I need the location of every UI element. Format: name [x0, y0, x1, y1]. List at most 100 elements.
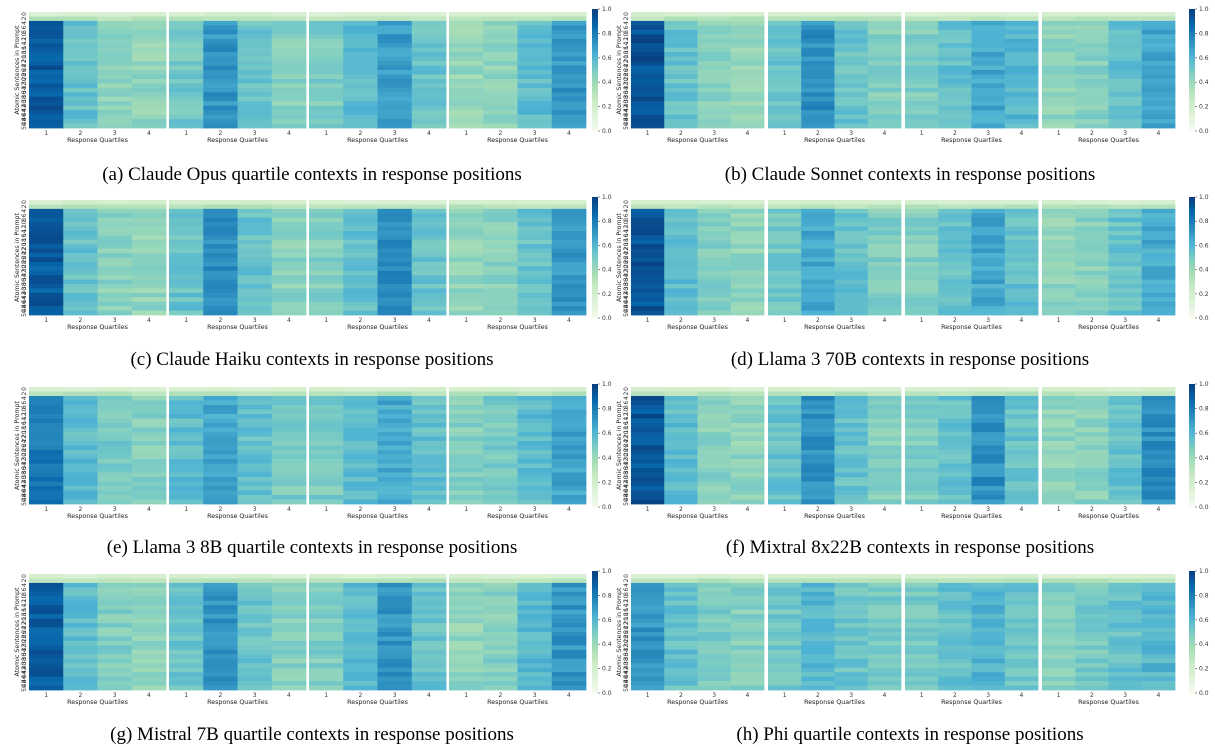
x-axis-label: Response Quartiles	[207, 699, 268, 706]
heatmap-cell	[867, 266, 902, 272]
heatmap-cell	[905, 636, 939, 642]
heatmap-cell	[97, 490, 133, 496]
colorbar-segment	[592, 439, 598, 442]
heatmap-cell	[1042, 600, 1076, 606]
heatmap-cell	[411, 230, 447, 236]
colorbar-segment	[1189, 126, 1195, 130]
heatmap-cell	[631, 486, 665, 491]
heatmap-cell	[63, 217, 98, 223]
colorbar-segment	[592, 474, 598, 477]
heatmap-cell	[97, 306, 133, 311]
x-tick-label: 1	[184, 692, 188, 699]
heatmap-cell	[517, 257, 553, 263]
heatmap-cell	[237, 78, 273, 84]
x-tick-label: 4	[882, 692, 886, 699]
heatmap-cell	[551, 427, 587, 433]
heatmap-cell	[867, 618, 902, 624]
heatmap-cell	[377, 56, 413, 62]
y-tick-label: 20	[21, 617, 28, 625]
heatmap-cell	[271, 16, 307, 22]
heatmap-cell	[867, 459, 902, 464]
heatmap-cell	[1042, 279, 1076, 285]
heatmap-cell	[1141, 574, 1176, 579]
heatmap-cell	[631, 239, 665, 245]
heatmap-cell	[411, 427, 447, 433]
heatmap-cell	[1141, 119, 1176, 124]
heatmap-cell	[203, 582, 238, 588]
heatmap-cell	[697, 681, 732, 686]
x-axis-label: Response Quartiles	[67, 699, 128, 706]
heatmap-cell	[237, 114, 273, 120]
heatmap-cell	[449, 110, 484, 116]
heatmap-cell	[631, 663, 665, 669]
heatmap-cell	[730, 578, 765, 584]
heatmap-cell	[1042, 445, 1076, 451]
heatmap-cell	[449, 244, 484, 250]
heatmap-cell	[97, 387, 133, 392]
heatmap-cell	[631, 396, 665, 401]
heatmap-cell	[867, 640, 902, 646]
heatmap-cell	[938, 52, 972, 58]
heatmap-cell	[97, 92, 133, 98]
colorbar-segment	[592, 263, 598, 266]
heatmap-cell	[343, 605, 378, 611]
heatmap-cell	[938, 486, 972, 491]
heatmap-cell	[1108, 649, 1143, 655]
heatmap-cell	[1042, 239, 1076, 245]
heatmap-cell	[203, 681, 238, 686]
heatmap-cell	[97, 472, 133, 478]
heatmap-cell	[1042, 486, 1076, 491]
heatmap-cell	[1042, 387, 1076, 392]
heatmap-cell	[237, 418, 273, 424]
heatmap-cell	[97, 645, 133, 651]
heatmap-cell	[449, 87, 484, 93]
colorbar-segment	[1189, 577, 1195, 580]
colorbar-segment	[1189, 33, 1195, 36]
heatmap-cell	[664, 217, 698, 223]
heatmap-cell	[97, 459, 133, 464]
heatmap-cell	[131, 65, 167, 71]
x-tick-label: 2	[1090, 506, 1094, 513]
x-tick-label: 2	[816, 506, 820, 513]
heatmap-cell	[697, 52, 732, 58]
heatmap-cell	[449, 596, 484, 602]
colorbar-segment	[592, 640, 598, 643]
heatmap-cell	[97, 226, 133, 232]
heatmap-cell	[449, 658, 484, 664]
heatmap-cell	[730, 288, 765, 294]
heatmap-cell	[1141, 222, 1176, 227]
heatmap-cell	[697, 306, 732, 311]
heatmap-cell	[768, 495, 802, 500]
x-axis-label: Response Quartiles	[487, 137, 548, 144]
heatmap-cell	[271, 481, 307, 487]
heatmap-cell	[449, 663, 484, 669]
x-axis-label: Response Quartiles	[347, 324, 408, 331]
y-tick-label: 36	[623, 653, 630, 661]
colorbar-segment	[1189, 654, 1195, 657]
heatmap-cell	[377, 200, 413, 205]
colorbar-segment	[592, 229, 598, 232]
y-tick-label: 34	[21, 86, 28, 94]
heatmap-cell	[483, 596, 518, 602]
heatmap-cell	[1108, 672, 1143, 678]
heatmap-cell	[63, 418, 98, 424]
colorbar-tick-label: 0.0	[602, 128, 612, 135]
heatmap-cell	[551, 640, 587, 646]
heatmap-cell	[203, 284, 238, 289]
heatmap-cell	[63, 623, 98, 628]
y-tick-label: 32	[21, 644, 28, 652]
heatmap-cell	[768, 226, 802, 232]
heatmap-cell	[697, 25, 732, 31]
colorbar-segment	[1189, 613, 1195, 617]
heatmap-cell	[1075, 87, 1109, 93]
heatmap-cell	[834, 288, 869, 294]
heatmap-cell	[517, 481, 553, 487]
heatmap-cell	[1108, 432, 1143, 437]
heatmap-cell	[1042, 123, 1076, 129]
heatmap-cell	[377, 284, 413, 289]
heatmap-cell	[29, 663, 64, 669]
heatmap-cell	[237, 391, 273, 397]
heatmap-cell	[938, 253, 972, 258]
heatmap-cell	[905, 685, 939, 691]
colorbar-segment	[592, 11, 598, 14]
